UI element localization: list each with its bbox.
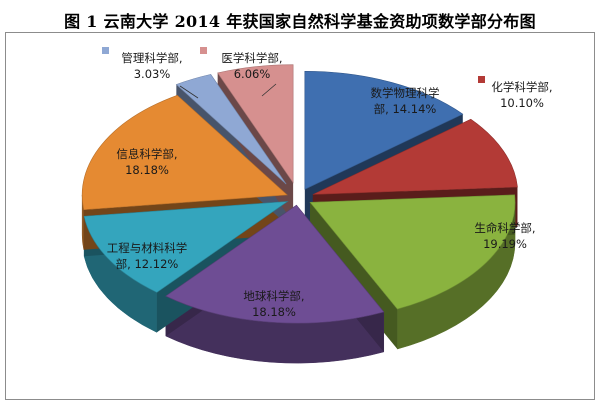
slice-label-3-1: 18.18% [252,305,296,319]
slice-label-3-0: 地球科学部, [243,289,304,303]
leader-line-1 [261,83,277,97]
legend-key-6 [102,47,109,54]
pie-slice-7 [217,64,294,184]
slice-label-6-1: 3.03% [134,67,171,81]
legend-key-1 [478,76,485,83]
pie-slice-2 [309,194,516,310]
slice-label-4-0: 工程与材料科学 [107,241,188,255]
slice-label-7-1: 6.06% [234,67,271,81]
leader-line-0 [179,85,199,99]
slice-label-0-1: 部, 14.14% [374,102,437,116]
slice-label-2-0: 生命科学部, [474,221,535,235]
pie-slice-0 [304,71,464,190]
slice-label-5-1: 18.18% [125,163,169,177]
slice-label-4-1: 部, 12.12% [116,257,179,271]
pie-slice-3 [165,204,385,324]
slice-label-5-0: 信息科学部, [116,147,177,161]
leader-lines [179,83,277,99]
pie-slice-4 [83,201,289,293]
legend-key-7 [200,47,207,54]
pie-slice-6 [175,74,287,185]
slice-label-6-0: 管理科学部, [121,51,182,65]
chart-title: 图 1 云南大学 2014 年获国家自然科学基金资助项数学部分布图 [64,12,536,31]
slice-label-1-0: 化学科学部, [491,80,552,94]
slice-label-0-0: 数学物理科学 [371,86,440,100]
slice-label-2-1: 19.19% [483,237,527,251]
pie-tops [81,64,518,324]
pie-slice-5 [81,94,288,211]
slice-label-7-0: 医学科学部, [221,51,282,65]
pie-slice-1 [312,118,518,195]
slice-label-1-1: 10.10% [500,96,544,110]
